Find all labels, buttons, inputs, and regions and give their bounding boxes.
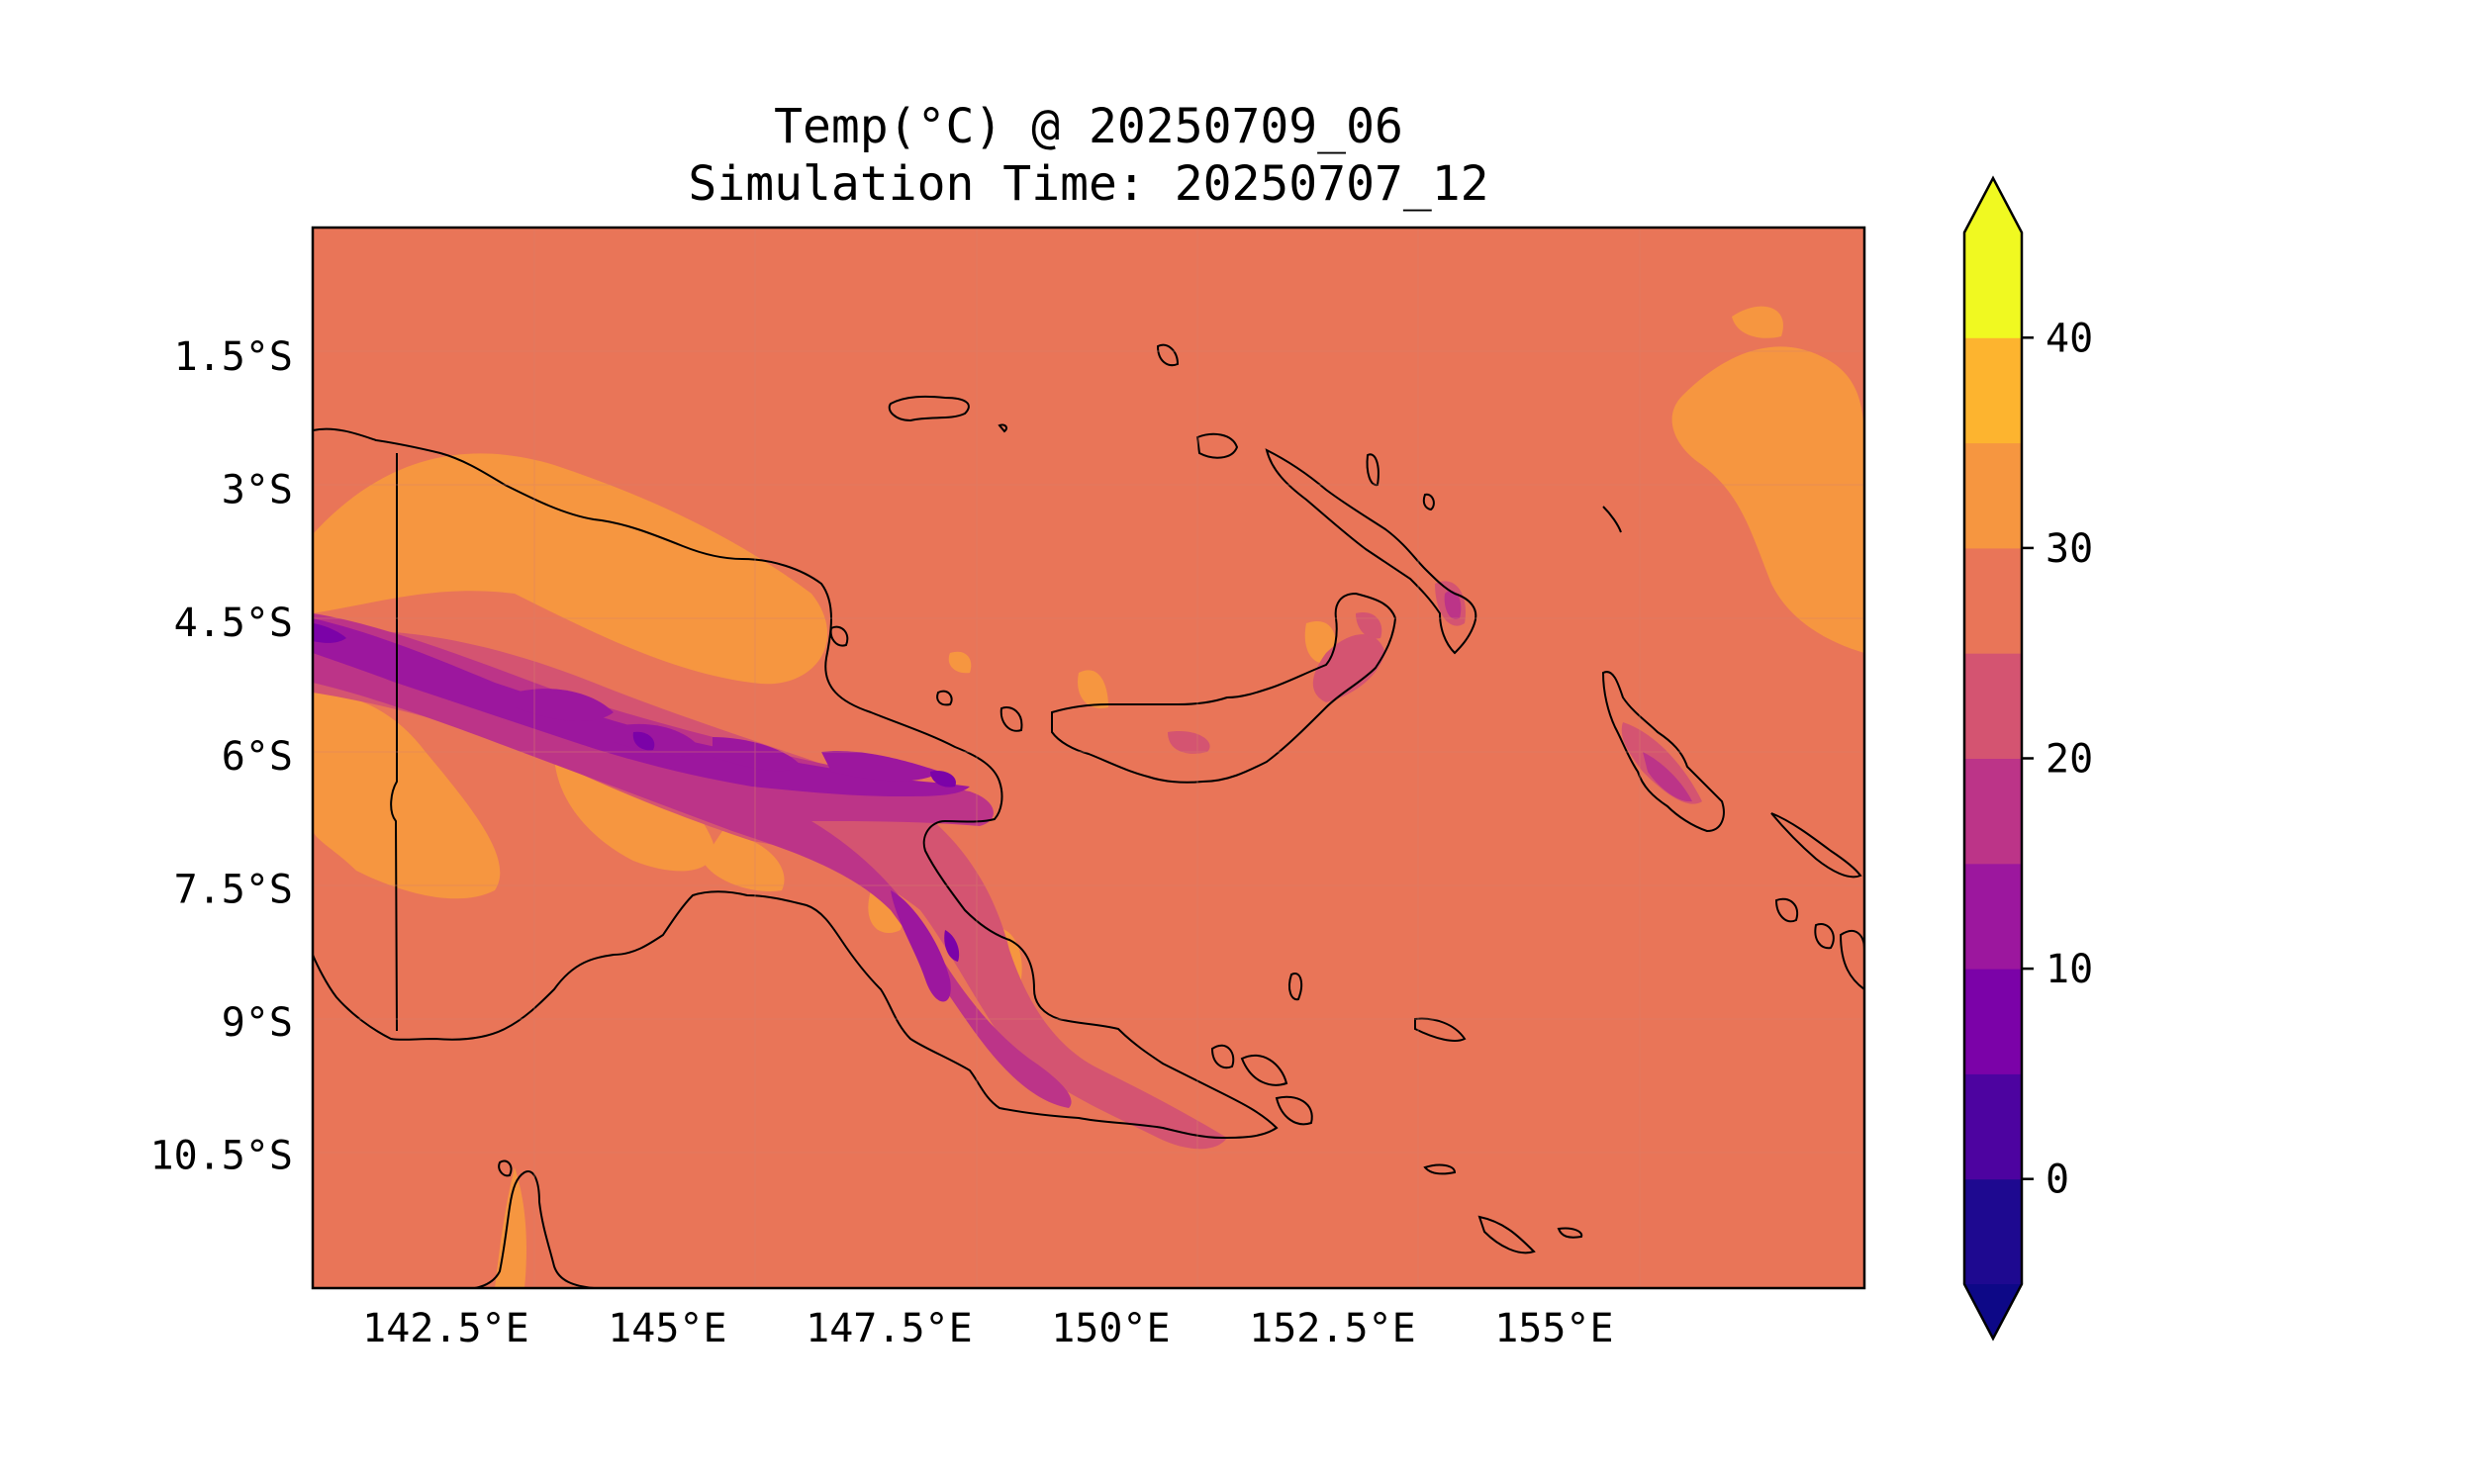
temperature-contours xyxy=(313,306,1864,1288)
latitude-tick-label: 9°S xyxy=(222,1000,293,1046)
colorbar-bin xyxy=(1964,653,2022,759)
latitude-tick-label: 4.5°S xyxy=(174,601,293,646)
colorbar-bin xyxy=(1964,969,2022,1074)
longitude-tick-label: 142.5°E xyxy=(362,1306,529,1351)
longitude-tick-label: 150°E xyxy=(1051,1306,1170,1351)
colorbar: 0 10 20 30 40 xyxy=(1962,175,2093,1342)
colorbar-tick-label: 20 xyxy=(2046,737,2093,783)
map-frame xyxy=(311,226,1866,1290)
colorbar-bin xyxy=(1964,337,2022,444)
contour-15-20 xyxy=(313,590,1692,1108)
colorbar-tick-label: 40 xyxy=(2046,316,2093,361)
bougainville-coastline xyxy=(1601,671,1725,833)
colorbar-bin xyxy=(1964,1073,2022,1180)
longitude-tick-label: 145°E xyxy=(608,1306,726,1351)
colorbar-over-triangle xyxy=(1964,178,2022,232)
map-title: Temp(°C) @ 20250709_06 xyxy=(774,99,1403,154)
latitude-tick-label: 7.5°S xyxy=(174,867,293,912)
new-guinea-coastline xyxy=(313,427,1279,1140)
new-ireland-coastline xyxy=(1265,448,1477,655)
new-hanover-coastline xyxy=(1195,432,1239,459)
colorbar-bin xyxy=(1964,1178,2022,1285)
latitude-labels: 1.5°S 3°S 4.5°S 6°S 7.5°S 9°S 10.5°S xyxy=(150,334,294,1178)
longitude-tick-label: 152.5°E xyxy=(1249,1306,1416,1351)
colorbar-tick-label: 0 xyxy=(2046,1158,2069,1203)
colorbar-bin xyxy=(1964,863,2022,970)
colorbar-bin xyxy=(1964,442,2022,549)
colorbar-bin xyxy=(1964,547,2022,654)
latitude-tick-label: 10.5°S xyxy=(150,1133,294,1178)
longitude-labels: 142.5°E 145°E 147.5°E 150°E 152.5°E 155°E xyxy=(362,1306,1614,1351)
colorbar-bin xyxy=(1964,232,2022,338)
gridlines xyxy=(313,228,1864,1288)
longitude-tick-label: 155°E xyxy=(1494,1306,1613,1351)
longitude-tick-label: 147.5°E xyxy=(806,1306,973,1351)
colorbar-outline xyxy=(1962,175,2024,1342)
cape-york-coastline xyxy=(474,1170,595,1288)
contour-10-15 xyxy=(313,618,970,1002)
map-subtitle: Simulation Time: 20250707_12 xyxy=(688,156,1489,212)
latitude-tick-label: 6°S xyxy=(222,734,293,780)
new-britain-coastline xyxy=(1051,592,1397,784)
contour-5-10 xyxy=(313,623,960,962)
map-panel xyxy=(311,226,1866,1290)
contour-20-25 xyxy=(313,581,1702,1150)
latitude-tick-label: 1.5°S xyxy=(174,334,293,380)
colorbar-tick-label: 10 xyxy=(2046,947,2093,992)
colorbar-tick-label: 30 xyxy=(2046,526,2093,572)
country-border xyxy=(390,453,398,1032)
manus-coastline xyxy=(888,395,970,422)
colorbar-under-triangle xyxy=(1964,1284,2022,1339)
colorbar-bin xyxy=(1964,758,2022,865)
contour-30-35 xyxy=(313,306,1864,1288)
coastlines xyxy=(313,343,1864,1288)
latitude-tick-label: 3°S xyxy=(222,468,293,513)
